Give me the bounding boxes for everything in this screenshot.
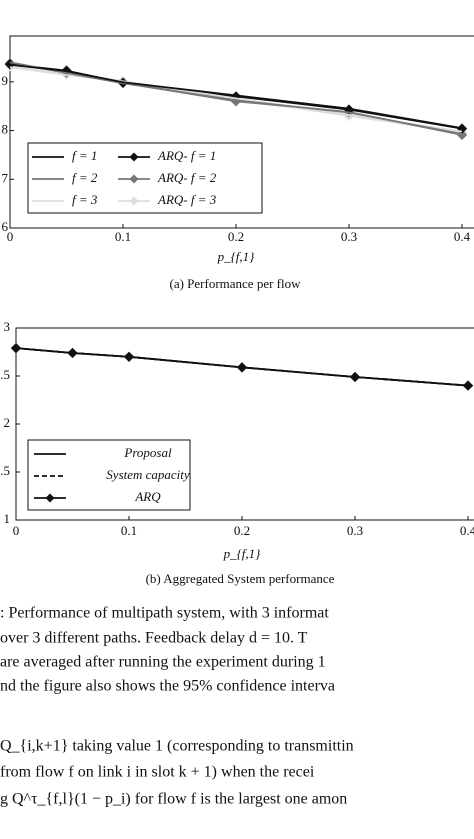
y-tick-label: 8: [2, 122, 9, 137]
x-tick-label: 0.3: [341, 229, 357, 244]
legend-label: ARQ- f = 2: [157, 170, 217, 185]
y-tick-label: 7: [2, 170, 9, 185]
legend: [27, 439, 191, 511]
x-axis-label: p_{f,1}: [217, 249, 256, 264]
x-tick-label: 0.4: [460, 523, 474, 538]
y-tick-label: 1: [4, 511, 11, 526]
series-line: [9, 66, 463, 133]
legend-label: ARQ- f = 1: [157, 148, 216, 163]
x-tick-label: 0.2: [228, 229, 244, 244]
legend-label: f = 1: [72, 148, 97, 163]
legend-label: Proposal: [123, 445, 172, 460]
legend-marker: [129, 174, 139, 184]
paragraph-line: from flow f on link i in slot k + 1) whe…: [0, 764, 315, 781]
paragraph-line: are averaged after running the experimen…: [0, 654, 326, 671]
caption: (b) Aggregated System performance: [146, 571, 335, 586]
y-tick-label: 2.5: [0, 367, 10, 382]
legend-label: ARQ: [134, 489, 161, 504]
paragraph-line: : Performance of multipath system, with …: [0, 605, 329, 622]
y-tick-label: 3: [4, 319, 11, 334]
y-tick-label: 9: [2, 73, 9, 88]
paragraph-line: nd the figure also shows the 95% confide…: [0, 678, 335, 695]
series-line: [9, 61, 463, 135]
legend-label: f = 3: [72, 192, 98, 207]
paragraph-line: g Q^τ_{f,l}(1 − p_i) for flow f is the l…: [0, 791, 347, 808]
legend-marker: [129, 196, 139, 206]
paragraph-line: over 3 different paths. Feedback delay d…: [0, 630, 308, 647]
series-line: [9, 63, 463, 129]
legend: [27, 142, 263, 214]
y-tick-label: 2: [4, 415, 11, 430]
x-tick-label: 0: [7, 229, 14, 244]
y-tick-label: 1.5: [0, 463, 10, 478]
x-axis-label: p_{f,1}: [223, 546, 262, 561]
x-tick-label: 0: [13, 523, 20, 538]
legend-label: System capacity: [106, 467, 190, 482]
x-tick-label: 0.3: [347, 523, 363, 538]
y-tick-label: 6: [2, 219, 9, 234]
series-line: [15, 347, 469, 387]
caption: (a) Performance per flow: [169, 276, 301, 291]
legend-marker: [129, 152, 139, 162]
legend-marker: [45, 493, 55, 503]
legend-label: ARQ- f = 3: [157, 192, 217, 207]
paragraph-line: Q_{i,k+1} taking value 1 (corresponding …: [0, 738, 354, 755]
x-tick-label: 0.1: [115, 229, 131, 244]
plot-frame: [9, 35, 474, 229]
x-tick-label: 0.1: [121, 523, 137, 538]
x-tick-label: 0.2: [234, 523, 250, 538]
x-tick-label: 0.4: [454, 229, 471, 244]
legend-label: f = 2: [72, 170, 98, 185]
